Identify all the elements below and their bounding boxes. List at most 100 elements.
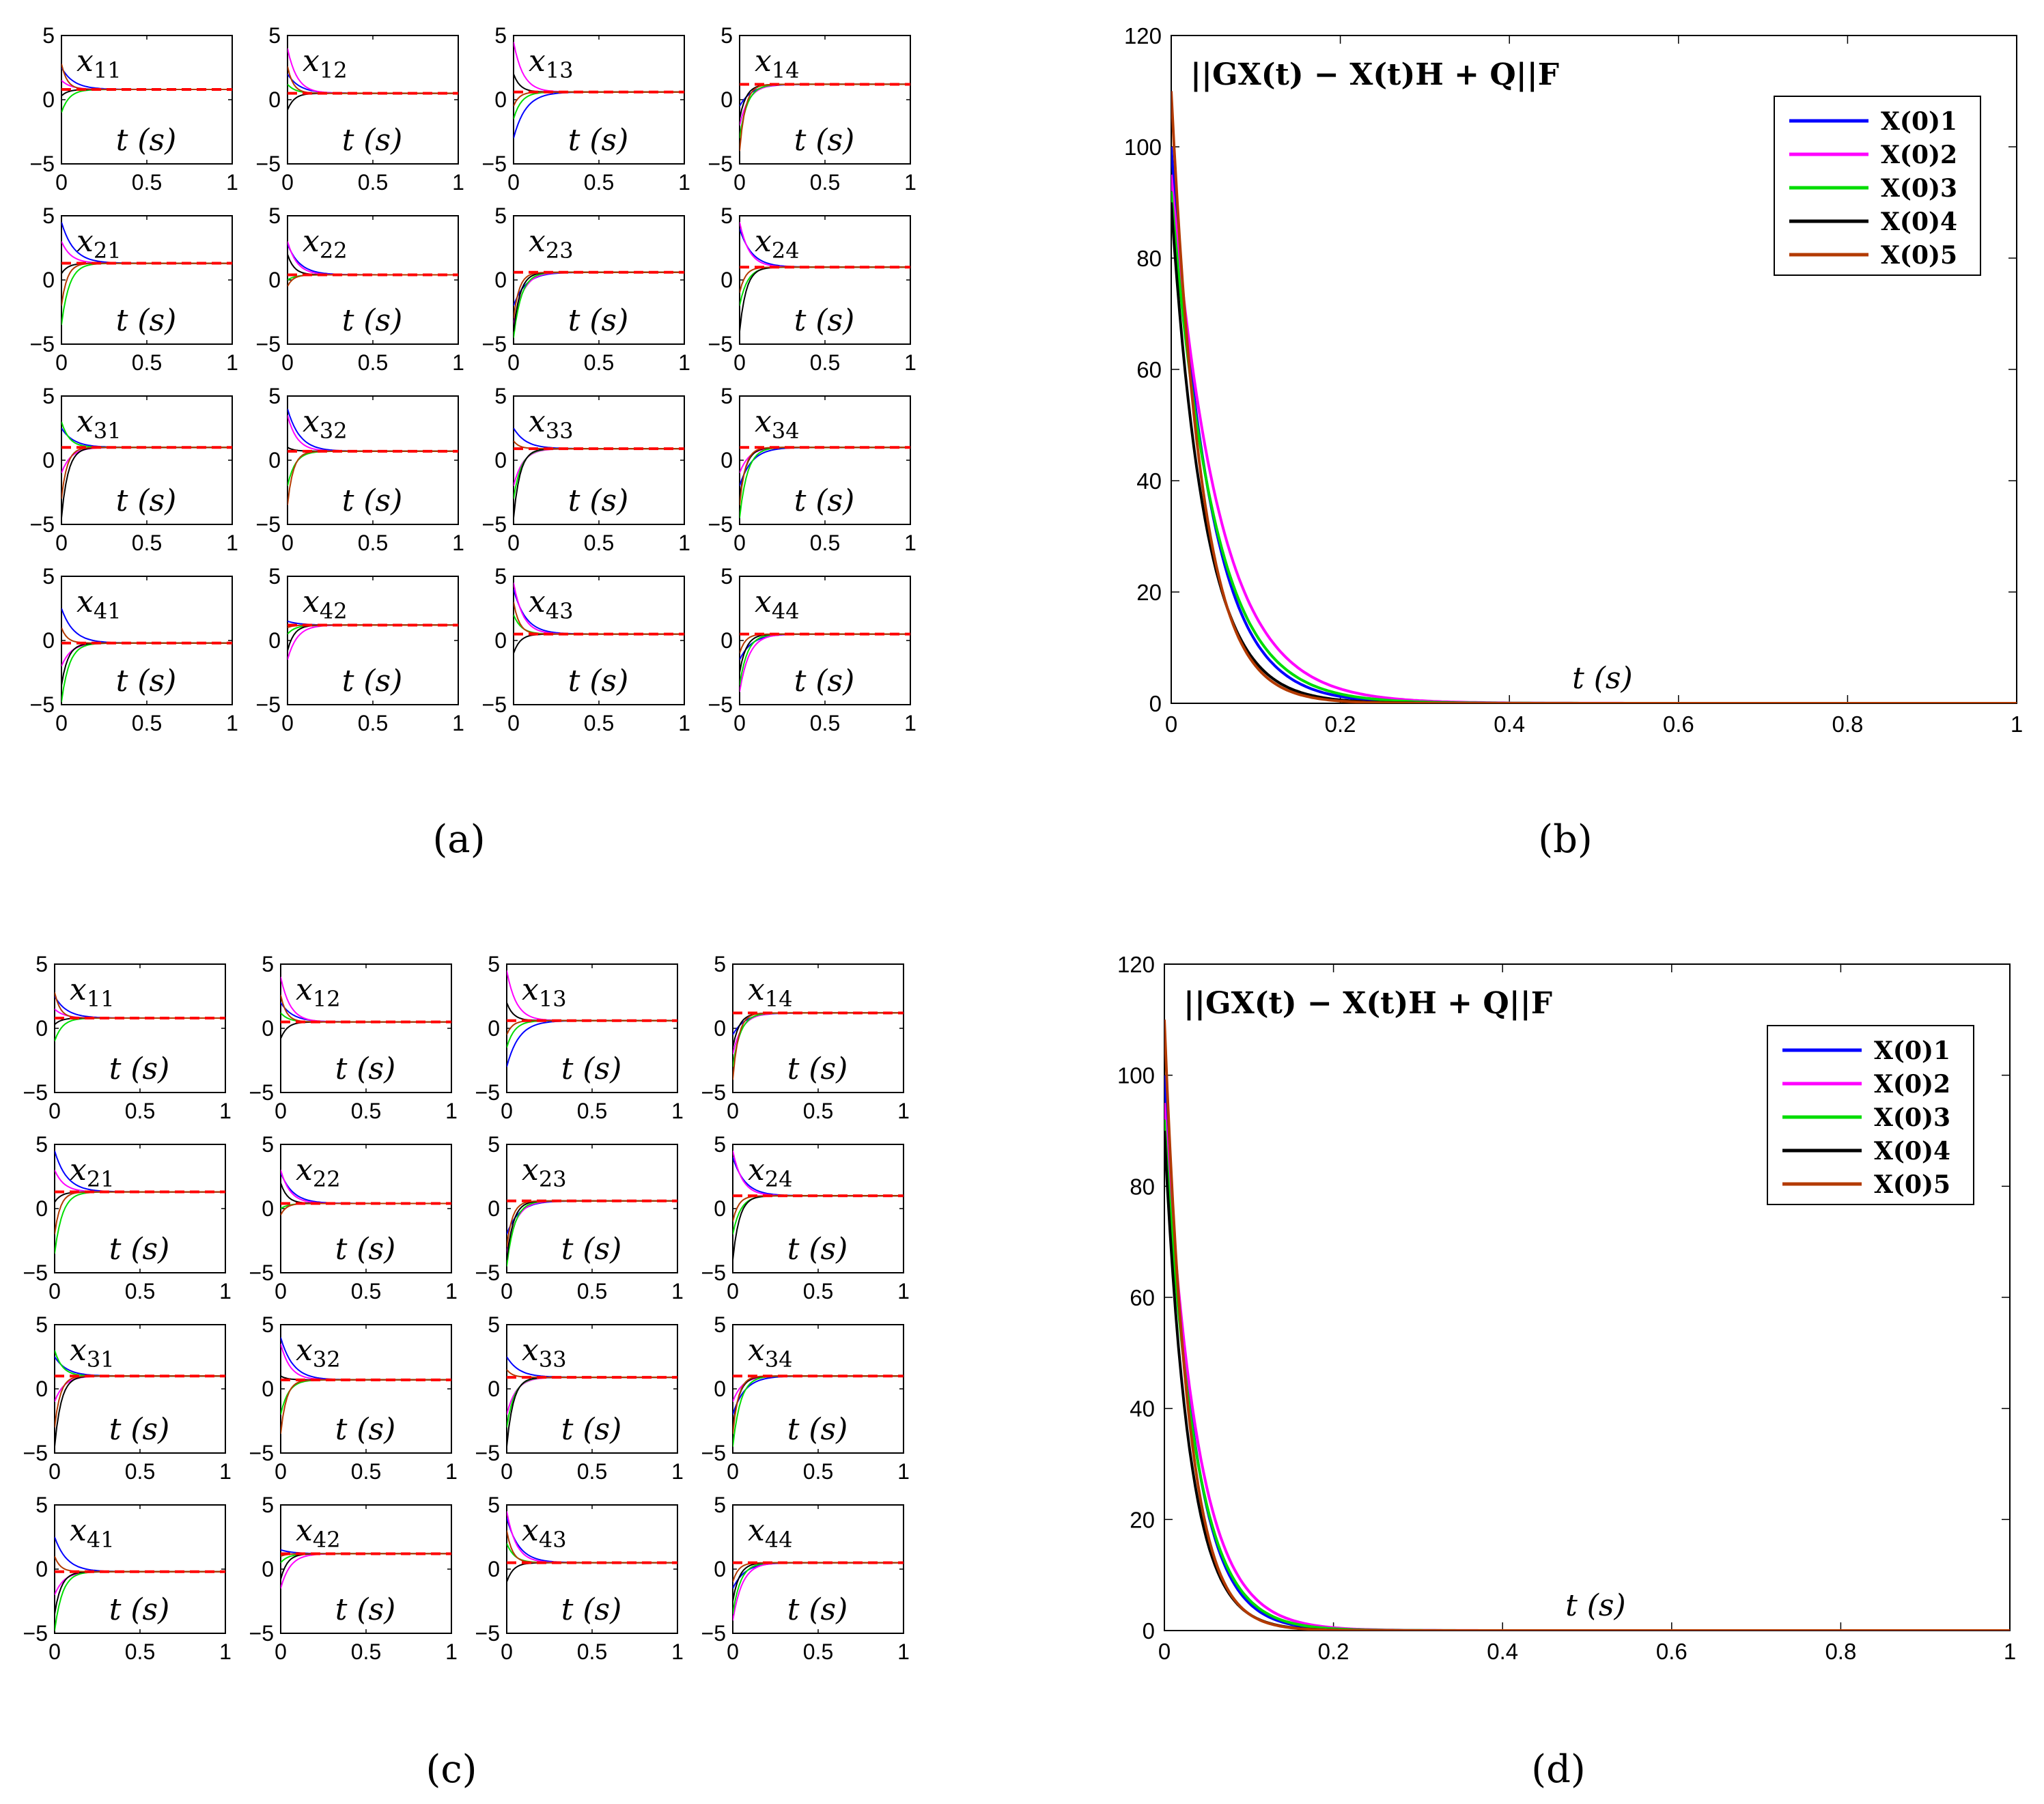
x-tick-label: 0 [507,350,520,375]
y-tick-label: 0 [42,268,55,292]
y-tick-label: 0 [36,1196,48,1221]
x-tick-label: 0.5 [584,350,614,375]
x-tick-label: 1 [904,170,916,195]
variable-label: x13 [529,44,574,83]
y-tick-label: 5 [714,1312,726,1337]
y-tick-label: 0 [42,448,55,473]
legend-entry: X(0)5 [1881,241,1957,270]
y-tick-label: −5 [701,1080,726,1105]
legend-entry: X(0)1 [1874,1037,1950,1065]
x-tick-label: 0.5 [577,1279,607,1303]
series-group [288,48,458,111]
y-tick-label: 5 [720,384,733,408]
x-tick-label: 1 [897,1639,910,1664]
series-group [281,1170,451,1215]
x-tick-label: 1 [445,1639,458,1664]
x-tick-label: 0 [1165,711,1177,737]
series-group [281,976,451,1039]
legend-entry: X(0)3 [1881,174,1957,203]
x-tick-label: 0 [501,1099,513,1123]
x-tick-label: 0.5 [125,1459,155,1484]
series-group [288,620,458,660]
y-tick-label: 5 [42,384,55,408]
y-tick-label: −5 [249,1621,274,1646]
y-tick-label: −5 [249,1260,274,1285]
x-tick-label: 1 [226,711,238,735]
x-tick-label: 1 [452,711,464,735]
y-tick-label: 0 [488,1377,500,1401]
x-tick-label: 0 [1158,1639,1171,1664]
y-tick-label: −5 [249,1441,274,1465]
y-tick-label: −5 [708,152,733,176]
y-tick-label: 0 [1149,691,1162,716]
x-tick-label: 0.5 [584,711,614,735]
y-tick-label: 5 [494,384,507,408]
x-tick-label: 0 [727,1099,739,1123]
y-tick-label: 0 [488,1196,500,1221]
y-tick-label: −5 [23,1080,48,1105]
series-group [61,222,232,325]
variable-label: x22 [296,1153,341,1192]
y-tick-label: 5 [268,564,281,589]
time-axis-label: t (s) [335,1592,396,1627]
y-tick-label: 5 [36,1132,48,1157]
panel-d: 0 0.2 0.4 0.6 0.8 1 0 20 40 60 80 100 120 ||GX(t) − X… [1117,952,2016,1792]
y-tick-label: 0 [494,628,507,653]
y-tick-label: −5 [30,692,55,717]
y-tick-label: −5 [482,152,507,176]
y-tick-label: 80 [1130,1174,1155,1199]
time-axis-label: t (s) [342,483,403,518]
time-axis-label: t (s) [787,1592,848,1627]
y-tick-label: −5 [475,1260,500,1285]
x-tick-label: 0 [55,350,68,375]
x-tick-label: 0.5 [132,170,162,195]
y-tick-label: 5 [720,203,733,228]
x-tick-label: 0 [501,1639,513,1664]
x-tick-label: 0.5 [810,350,840,375]
time-axis-label: t (s) [787,1232,848,1267]
y-tick-label: 0 [494,268,507,292]
panel-label: (b) [1538,817,1593,862]
y-tick-label: 60 [1130,1285,1155,1310]
variable-label: x14 [755,44,800,83]
y-tick-label: 0 [494,448,507,473]
panel-b: 0 0.2 0.4 0.6 0.8 1 0 20 40 60 80 100 120 ||GX(t) − X… [1124,23,2023,862]
variable-label: x21 [70,1153,115,1192]
x-tick-label: 0.5 [358,711,388,735]
time-axis-label: t (s) [116,483,177,518]
y-tick-label: 0 [262,1557,274,1581]
x-tick-label: 0.5 [351,1639,381,1664]
x-tick-label: 0 [507,711,520,735]
x-tick-label: 1 [452,350,464,375]
variable-label: x32 [296,1333,341,1372]
time-axis-label: t (s) [342,664,403,699]
series-group [61,421,232,518]
panel-label: (a) [432,817,485,862]
time-axis-label: t (s) [116,303,177,338]
x-tick-label: 1 [445,1459,458,1484]
subplot-frame [732,1144,904,1273]
x-tick-label: 0.5 [125,1639,155,1664]
time-axis-label: t (s) [335,1232,396,1267]
y-tick-label: 0 [36,1016,48,1041]
y-tick-label: 5 [488,1493,500,1517]
y-tick-label: −5 [708,512,733,537]
legend-entry: X(0)2 [1881,141,1957,169]
y-tick-label: −5 [475,1080,500,1105]
x-tick-label: 1 [671,1639,684,1664]
subplot-frame [280,1504,452,1634]
variable-label: x41 [70,1513,115,1553]
x-axis-label: t (s) [1572,661,1633,696]
series-group [55,992,225,1042]
time-axis-label: t (s) [342,303,403,338]
